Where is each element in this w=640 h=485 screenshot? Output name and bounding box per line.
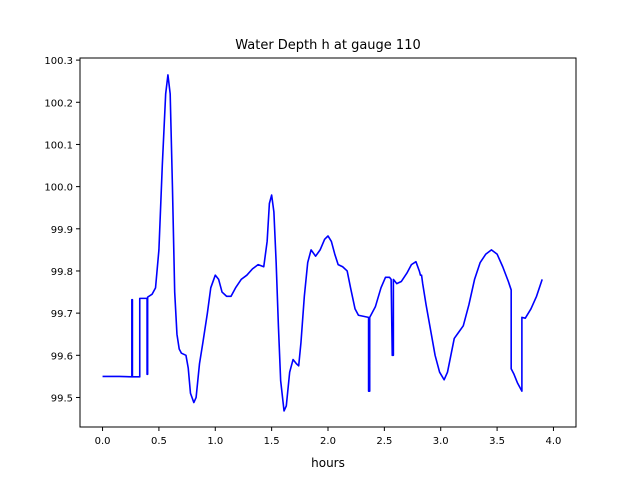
chart-title: Water Depth h at gauge 110 — [235, 38, 421, 53]
x-tick-label: 4.0 — [546, 436, 562, 447]
axes: 0.0 0.5 1.0 1.5 2.0 2.5 3.0 3.5 4.0 99.5 99.6 99.7 9… — [44, 56, 577, 447]
y-tick-label: 99.8 — [51, 267, 73, 278]
y-tick-label: 100.0 — [44, 183, 73, 194]
x-tick-label: 0.5 — [151, 436, 167, 447]
x-tick-label: 2.0 — [320, 436, 336, 447]
y-tick-label: 100.2 — [44, 98, 73, 109]
x-tick-label: 3.5 — [489, 436, 505, 447]
x-tick-label: 1.0 — [207, 436, 223, 447]
x-tick-label: 0.0 — [95, 436, 111, 447]
x-tick-label: 1.5 — [264, 436, 280, 447]
x-tick-label: 2.5 — [376, 436, 392, 447]
x-axis-label: hours — [311, 456, 345, 470]
y-tick-label: 100.3 — [44, 56, 73, 67]
plot-area — [102, 74, 543, 412]
y-tick-label: 99.7 — [51, 309, 73, 320]
y-tick-label: 100.1 — [44, 140, 73, 151]
y-tick-label: 99.9 — [51, 225, 73, 236]
y-tick-label: 99.6 — [51, 351, 73, 362]
y-tick-label: 99.5 — [51, 393, 73, 404]
x-tick-label: 3.0 — [433, 436, 449, 447]
series-line-0 — [102, 74, 543, 412]
